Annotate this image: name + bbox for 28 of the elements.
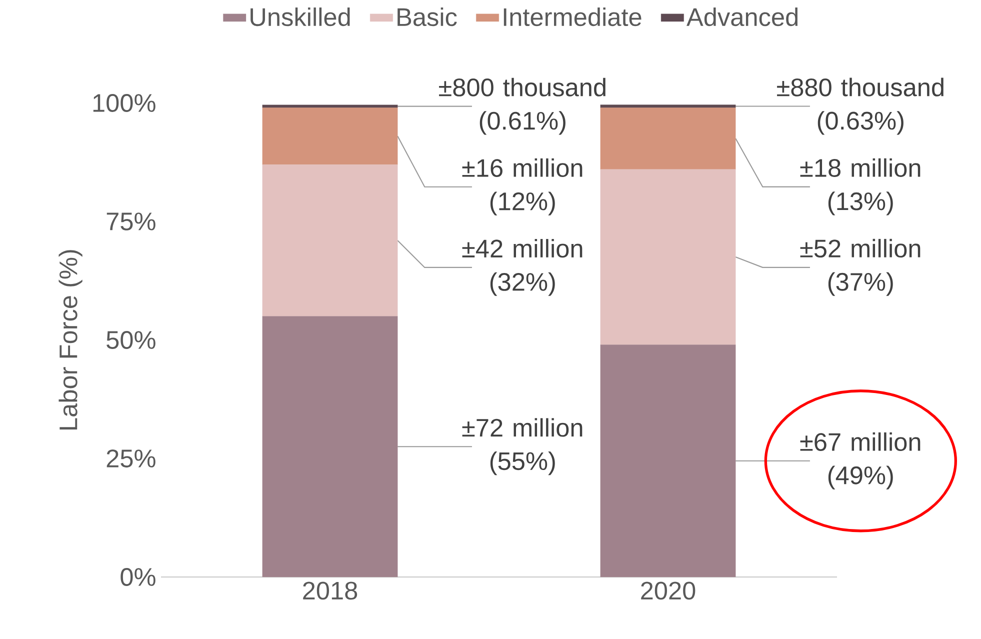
data-label: ±67 million (49%)	[800, 432, 920, 490]
bar	[600, 104, 736, 108]
legend-label: Intermediate	[504, 7, 642, 26]
bar	[262, 108, 398, 165]
y-tick-label: 50%	[106, 331, 156, 349]
x-tick-label: 2018	[303, 582, 358, 600]
data-label: ±72 million (55%)	[462, 418, 582, 476]
data-label: ±800 thousand (0.61%)	[439, 78, 606, 135]
bar	[600, 169, 736, 345]
legend-label: Basic	[398, 7, 457, 26]
y-tick-label: 25%	[106, 450, 156, 468]
data-label: ±880 thousand (0.63%)	[777, 78, 944, 135]
y-tick-label: 0%	[120, 568, 156, 586]
bar	[262, 164, 398, 316]
y-tick-label: 100%	[93, 94, 156, 112]
bar	[262, 104, 398, 108]
legend-label: Advanced	[686, 7, 798, 26]
bar	[600, 344, 736, 578]
bar	[600, 108, 736, 170]
data-label: ±18 million (13%)	[800, 158, 920, 216]
y-axis-title: Labor Force (%)	[58, 250, 82, 430]
data-label: ±16 million (12%)	[462, 158, 582, 216]
legend-label: Unskilled	[250, 7, 350, 26]
data-label: ±42 million (32%)	[462, 238, 582, 296]
bar	[262, 316, 398, 578]
y-tick-label: 75%	[106, 212, 156, 230]
x-tick-label: 2020	[641, 582, 696, 600]
data-label: ±52 million (37%)	[800, 238, 920, 296]
